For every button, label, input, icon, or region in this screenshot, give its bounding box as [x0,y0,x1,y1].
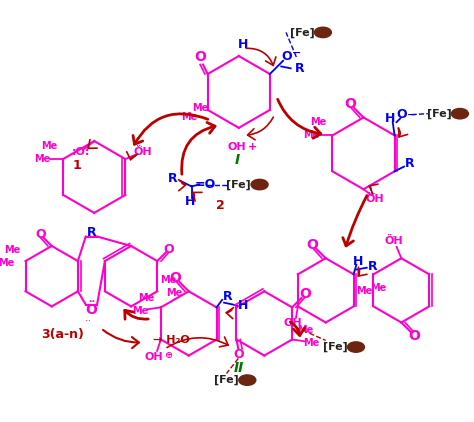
Text: −: − [292,48,301,58]
Text: Me: Me [303,338,319,348]
Text: [Fe]: [Fe] [427,108,451,119]
FancyArrowPatch shape [226,308,234,319]
FancyArrowPatch shape [369,184,378,194]
Text: Ö: Ö [85,303,97,317]
Text: O: O [282,51,292,63]
Text: ⊕: ⊕ [164,349,173,360]
Text: O: O [344,97,356,111]
Ellipse shape [239,375,256,385]
Ellipse shape [314,27,331,38]
Text: H: H [238,299,248,312]
Text: Me: Me [132,306,148,316]
Text: :O:: :O: [72,147,90,157]
FancyArrowPatch shape [133,114,208,144]
Text: 1: 1 [73,159,82,172]
Text: O: O [170,271,182,285]
Text: R: R [168,172,177,185]
FancyArrowPatch shape [193,192,202,201]
Text: Me: Me [303,130,320,141]
Text: Me: Me [356,286,372,296]
FancyArrowPatch shape [167,337,228,347]
Text: ..: .. [137,139,144,149]
FancyArrowPatch shape [247,117,273,140]
Text: =O: =O [194,178,215,191]
Ellipse shape [347,342,365,352]
Text: R: R [405,157,415,170]
Text: Me: Me [41,141,57,151]
Text: O: O [233,348,244,361]
Text: O: O [300,287,311,301]
Text: O: O [307,238,319,252]
Text: ..: .. [370,186,376,196]
Text: R: R [223,289,233,303]
FancyArrowPatch shape [182,122,215,174]
Text: 3(a-n): 3(a-n) [42,328,84,341]
Text: R: R [368,260,377,273]
FancyArrowPatch shape [343,195,367,246]
Text: R: R [295,62,305,75]
Text: −: − [407,110,416,119]
Text: ..: .. [389,229,395,239]
Text: ÖH: ÖH [133,146,152,157]
Text: Me: Me [0,258,15,268]
Text: Me: Me [192,103,208,113]
FancyArrowPatch shape [127,152,137,160]
Text: OH: OH [284,319,302,328]
Text: H: H [385,112,395,125]
Text: 2: 2 [216,199,224,212]
Ellipse shape [451,108,468,119]
FancyArrowPatch shape [358,267,367,276]
Text: H: H [184,195,195,208]
FancyArrowPatch shape [290,322,304,335]
Text: O: O [163,243,174,256]
Text: OH: OH [228,142,246,152]
Text: ÖH: ÖH [365,194,384,204]
Text: Me: Me [138,293,155,303]
Text: +: + [247,142,256,152]
Text: [Fe]: [Fe] [323,342,347,352]
Text: Me: Me [34,154,50,164]
Text: Me: Me [4,245,20,255]
Text: ..: .. [84,313,91,323]
FancyArrowPatch shape [125,310,148,319]
Text: O: O [35,228,46,241]
Text: R: R [87,226,96,239]
FancyArrowPatch shape [103,330,139,348]
Text: H: H [238,38,249,51]
Ellipse shape [251,179,268,190]
Text: [Fe]: [Fe] [214,375,239,385]
Text: O: O [397,108,408,121]
Text: II: II [233,361,244,375]
FancyArrowPatch shape [246,48,276,65]
Text: H: H [353,254,364,268]
Text: Me: Me [161,275,177,285]
FancyArrowPatch shape [179,180,186,191]
Text: Me: Me [166,288,182,298]
FancyArrowPatch shape [278,99,321,138]
FancyArrowPatch shape [398,128,408,137]
FancyArrowPatch shape [88,140,97,149]
Text: Me: Me [310,117,327,127]
Text: Me: Me [297,325,313,335]
Text: OH: OH [144,352,163,362]
Text: [Fe]: [Fe] [290,27,314,38]
Text: O: O [409,329,420,343]
Text: I: I [234,153,239,167]
Text: [Fe]: [Fe] [227,179,251,189]
Text: O: O [194,50,206,64]
Text: Me: Me [181,112,197,122]
Text: → H₂O: → H₂O [153,335,190,346]
Text: Me: Me [370,283,386,292]
Text: ÖH: ÖH [384,236,403,246]
